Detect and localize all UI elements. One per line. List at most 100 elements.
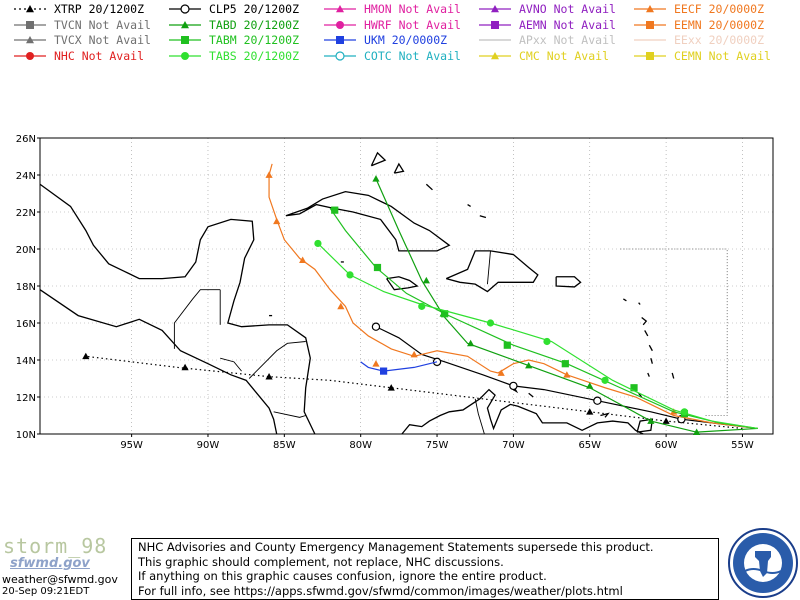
border (248, 341, 306, 379)
contact-email[interactable]: weather@sfwmd.gov (2, 573, 118, 586)
y-tick-label: 18N (16, 282, 36, 293)
coastline (479, 215, 487, 219)
track-marker-icon (181, 363, 189, 371)
legend-marker-icon (26, 5, 34, 13)
coastline (638, 392, 643, 398)
track-clp5 (371, 322, 758, 430)
coastline (555, 276, 582, 288)
y-tick-label: 16N (16, 319, 36, 330)
track-tabs (314, 239, 758, 430)
coastlines (39, 151, 675, 435)
legend-label: TVCN Not Avail (54, 17, 151, 32)
legend-marker-icon (335, 50, 345, 61)
legend-label: CLP5 20/1200Z (209, 2, 300, 16)
track-marker-icon (410, 350, 418, 358)
coastline (39, 183, 316, 435)
legend-marker-icon (491, 5, 499, 13)
coastline (641, 316, 648, 326)
legend-label: CEMN Not Avail (674, 48, 771, 63)
legend-label: TVCX Not Avail (54, 33, 151, 47)
track-marker-icon (372, 360, 380, 367)
legend-item-eemn: EEMN 20/0000Z (632, 18, 782, 32)
y-tick-label: 22N (16, 208, 36, 219)
legend-item-xtrp: XTRP 20/1200Z (12, 2, 162, 16)
coastline (401, 388, 644, 435)
legend-label: EExx 20/0000Z (674, 33, 765, 47)
track-marker-icon (503, 341, 511, 349)
legend-label: XTRP 20/1200Z (54, 2, 145, 16)
legend-item-tabm: TABM 20/1200Z (167, 33, 317, 47)
x-tick-label: 80W (349, 440, 372, 451)
coastline (647, 372, 650, 377)
disclaimer-box: NHC Advisories and County Emergency Mana… (131, 538, 719, 600)
legend-item-tabd: TABD 20/1200Z (167, 18, 317, 32)
coastline (638, 302, 641, 305)
legend-label: TABD 20/1200Z (209, 17, 300, 32)
product-title: storm_98 (3, 534, 108, 558)
track-marker-icon (418, 302, 426, 310)
coastline (467, 204, 471, 208)
coastline (370, 151, 387, 167)
track-marker-icon (331, 206, 339, 214)
borders (173, 250, 491, 435)
legend-marker-icon (646, 51, 654, 60)
axes: 95W 90W 85W 80W 75W 70W 65W 60W 55W 10N 12N 14N 16N 1… (16, 134, 754, 451)
track-marker-icon (467, 339, 475, 347)
coastline (393, 162, 405, 174)
track-marker-icon (601, 376, 609, 384)
track-marker-icon (486, 319, 495, 327)
track-line (360, 361, 438, 372)
track-tabm (329, 206, 758, 430)
site-link[interactable]: sfwmd.gov (10, 556, 90, 571)
track-marker-icon (422, 276, 430, 284)
track-marker-icon (586, 382, 594, 389)
model-legend: XTRP 20/1200Z CLP5 20/1200Z HMON Not Avail… (0, 0, 800, 63)
track-marker-icon (372, 175, 380, 182)
legend-marker-icon (336, 20, 344, 29)
y-tick-label: 10N (16, 430, 36, 441)
grid (40, 138, 773, 434)
legend-item-ukm: UKM 20/0000Z (322, 33, 472, 47)
legend-marker-icon (491, 51, 499, 59)
coastline (445, 250, 539, 293)
track-line (375, 178, 758, 433)
legend-marker-icon (26, 20, 34, 29)
y-tick-label: 24N (16, 171, 36, 182)
timestamp: 20-Sep 09:21EDT (2, 586, 90, 597)
legend-label: HWRF Not Avail (364, 17, 461, 32)
tracks (82, 163, 758, 436)
track-marker-icon (543, 337, 551, 346)
border (273, 411, 306, 418)
track-marker-icon (561, 360, 569, 368)
y-tick-label: 12N (16, 393, 36, 404)
legend-marker-icon (181, 51, 189, 60)
legend-item-eecf: EECF 20/0000Z (632, 2, 782, 16)
legend-label: CMC Not Avail (519, 48, 610, 63)
track-marker-icon (509, 381, 518, 391)
legend-label: TABM 20/1200Z (209, 33, 300, 47)
coastline (39, 289, 278, 435)
track-marker-icon (371, 322, 381, 331)
legend-item-tvcx: TVCX Not Avail (12, 33, 162, 47)
legend-label: APxx Not Avail (519, 33, 616, 47)
legend-item-aemn: AEMN Not Avail (477, 18, 627, 32)
track-marker-icon (387, 384, 395, 391)
legend-marker-icon (491, 20, 499, 29)
legend-item-tvcn: TVCN Not Avail (12, 18, 162, 32)
coastline (285, 190, 451, 252)
legend-item-tabs: TABS 20/1200Z (167, 49, 317, 63)
track-marker-icon (497, 369, 505, 376)
legend-marker-icon (336, 36, 344, 44)
track-marker-icon (680, 408, 689, 416)
track-marker-icon (273, 217, 281, 225)
track-marker-icon (586, 408, 594, 415)
border (474, 398, 485, 435)
track-ukm (360, 361, 438, 375)
track-marker-icon (299, 256, 307, 263)
track-marker-icon (314, 239, 322, 248)
coastline (528, 392, 534, 398)
x-tick-label: 55W (731, 440, 754, 451)
coastline (650, 357, 653, 364)
y-tick-label: 14N (16, 356, 36, 367)
